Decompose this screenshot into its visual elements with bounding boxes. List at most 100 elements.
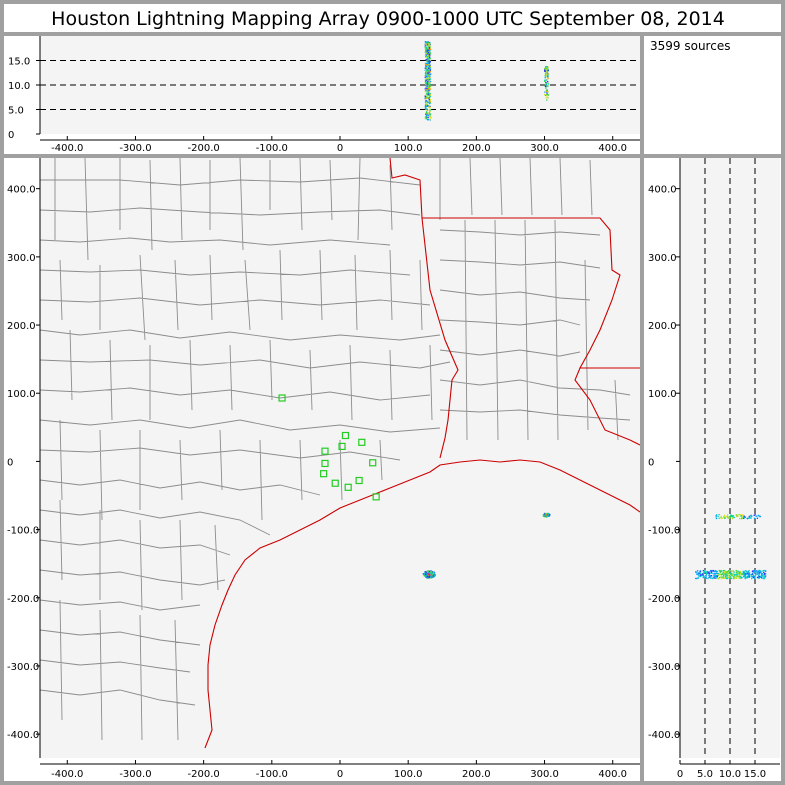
altitude-source-point: [427, 91, 429, 93]
ns-source-point: [742, 514, 744, 516]
altitude-source-point: [427, 78, 429, 80]
ns-source-point: [758, 571, 760, 573]
ns-source-point: [743, 575, 746, 577]
ns-source-point: [726, 575, 728, 577]
ns-source-point: [751, 515, 753, 518]
ns-source-point: [747, 574, 749, 576]
ns-source-point: [698, 575, 700, 577]
altitude-source-point: [545, 74, 548, 76]
ns-source-point: [723, 573, 725, 575]
ns-source-point: [754, 575, 756, 577]
ns-source-point: [716, 514, 718, 516]
map-source-point: [423, 573, 425, 575]
altitude-source-point: [427, 94, 429, 97]
ns-source-point: [727, 516, 729, 518]
altitude-x-tick-label: -200.0: [188, 143, 220, 154]
ns-source-point: [723, 514, 726, 517]
ns-source-point: [749, 517, 751, 519]
altitude-source-point: [429, 106, 431, 108]
ns-source-point: [724, 570, 726, 573]
altitude-source-point: [429, 102, 431, 104]
ns-altitude-sources: [695, 513, 767, 580]
altitude-source-point: [424, 74, 427, 76]
ns-source-point: [699, 575, 701, 578]
ns-source-point: [725, 572, 727, 574]
map-source-point: [430, 573, 432, 575]
ns-source-point: [717, 515, 719, 517]
altitude-source-point: [546, 85, 548, 87]
ns-source-point: [706, 570, 708, 573]
map-source-point: [425, 572, 427, 574]
lma-station-marker: [372, 493, 380, 501]
altitude-source-point: [427, 61, 429, 64]
altitude-source-point: [425, 67, 427, 69]
ns-source-point: [728, 575, 730, 577]
altitude-source-point: [429, 98, 432, 101]
altitude-source-point: [427, 88, 430, 91]
map-y-tick-label: 400.0: [7, 185, 36, 196]
altitude-source-point: [426, 64, 428, 66]
altitude-source-point: [428, 112, 430, 114]
ns-source-point: [721, 573, 724, 575]
ns-source-point: [705, 573, 708, 575]
ns-source-point: [756, 570, 758, 573]
ns-source-point: [744, 516, 746, 518]
ns-source-point: [708, 571, 710, 574]
ns-source-point: [708, 576, 710, 579]
ns-source-point: [733, 576, 736, 578]
altitude-source-point: [429, 80, 432, 83]
ns-source-point: [712, 569, 714, 572]
altitude-source-point: [429, 110, 431, 112]
altitude-x-tick-label: 400.0: [598, 143, 627, 154]
altitude-source-point: [428, 67, 430, 69]
altitude-source-point: [547, 85, 549, 87]
altitude-source-point: [428, 90, 430, 92]
ns-source-point: [695, 571, 697, 573]
ns-source-point: [741, 517, 743, 520]
altitude-source-point: [425, 41, 427, 43]
ns-source-point: [725, 574, 727, 576]
altitude-source-point: [425, 100, 427, 102]
ns-source-point: [726, 571, 728, 574]
ns-source-point: [727, 576, 730, 579]
ns-source-point: [759, 515, 762, 518]
ns-source-point: [761, 573, 763, 576]
ns-source-point: [733, 571, 735, 573]
ns-source-point: [747, 517, 750, 519]
altitude-source-point: [426, 87, 428, 90]
map-background: [40, 158, 640, 758]
altitude-source-point: [544, 70, 546, 72]
altitude-source-point: [544, 91, 546, 93]
ns-source-point: [695, 571, 697, 574]
altitude-sources: [424, 41, 550, 121]
ns-source-point: [738, 571, 741, 573]
altitude-source-point: [546, 93, 549, 95]
ns-source-point: [705, 577, 707, 579]
altitude-source-point: [427, 49, 429, 52]
altitude-source-point: [424, 101, 427, 103]
ns-y-tick-label: 300.0: [648, 253, 677, 264]
altitude-source-point: [425, 97, 427, 99]
ns-source-point: [723, 574, 725, 576]
ns-source-point: [730, 577, 733, 579]
ns-source-point: [734, 574, 736, 576]
map-source-point: [424, 572, 426, 574]
altitude-source-point: [546, 99, 548, 101]
ns-source-point: [744, 572, 746, 574]
ns-source-point: [699, 574, 702, 576]
ns-source-point: [734, 576, 736, 579]
map-source-point: [428, 570, 431, 572]
ns-source-point: [705, 575, 708, 577]
altitude-source-point: [428, 49, 430, 52]
ns-source-point: [752, 575, 755, 577]
altitude-source-point: [429, 64, 431, 66]
altitude-source-point: [428, 82, 430, 84]
altitude-source-point: [424, 72, 427, 75]
ns-source-point: [759, 571, 761, 574]
ns-source-point: [714, 575, 716, 577]
altitude-source-point: [425, 64, 427, 66]
map-y-tick-label: 100.0: [7, 389, 36, 400]
map-source-point: [545, 514, 547, 516]
map-source-point: [426, 574, 428, 576]
ns-source-point: [743, 515, 745, 517]
